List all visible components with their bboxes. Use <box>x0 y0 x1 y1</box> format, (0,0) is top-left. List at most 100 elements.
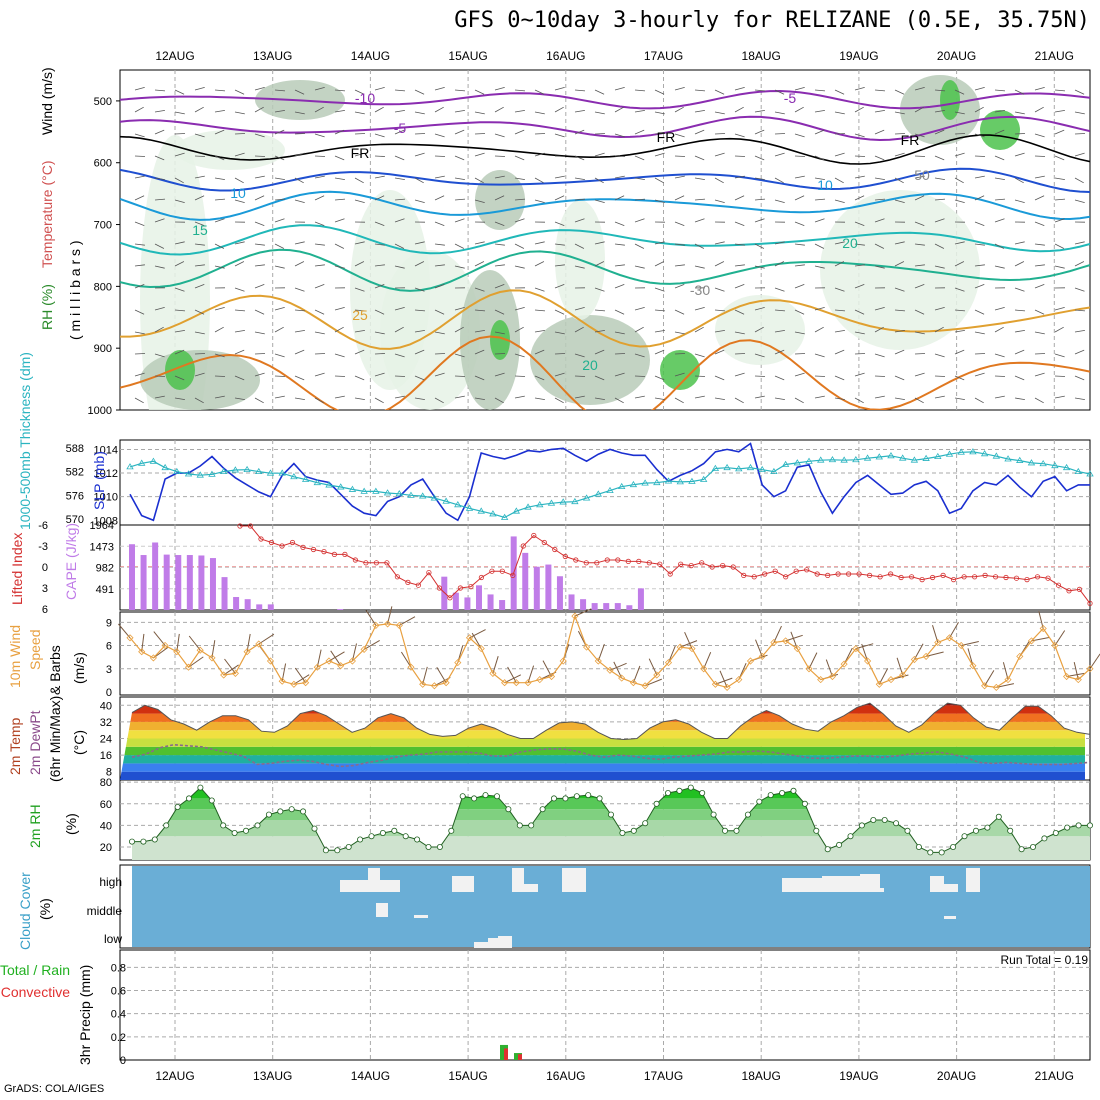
wind-barb <box>1074 261 1085 267</box>
wind-barb <box>874 129 885 135</box>
wind-barb <box>714 199 725 203</box>
rh2m-point <box>185 795 192 802</box>
lifted-index-point <box>825 572 831 579</box>
wind10m-barb <box>719 670 728 688</box>
rh2m-point <box>824 846 831 853</box>
wind-barb <box>714 133 726 135</box>
wind-barb <box>1014 375 1025 381</box>
wind-barb <box>774 241 785 245</box>
wind10m-point <box>266 657 275 665</box>
wind10m-point <box>746 657 755 665</box>
wind-barb <box>354 349 365 355</box>
rh2m-point <box>197 784 204 791</box>
rh2m-point <box>927 849 934 856</box>
wind-barb <box>354 199 365 203</box>
wind-barb <box>774 330 785 333</box>
wind-barb <box>614 397 624 404</box>
wind-barb <box>994 198 1006 201</box>
date-label-top: 12AUG <box>155 49 194 63</box>
thickness-point <box>770 467 778 475</box>
wind10m-point <box>735 676 743 684</box>
precip-tick: 0.6 <box>111 986 126 998</box>
wind10m-point <box>360 645 368 653</box>
cloud-cover-block <box>368 868 380 892</box>
rh2m-point <box>414 836 421 843</box>
wind10m-barb <box>668 645 676 663</box>
rh2m-point <box>881 817 888 824</box>
wind-barb <box>594 241 605 245</box>
wind-barb <box>274 110 285 113</box>
wind-barb <box>974 155 986 157</box>
wind-barb <box>534 330 545 333</box>
wind-barb <box>454 110 465 113</box>
wind-barb <box>934 375 946 377</box>
wind-barb <box>1034 155 1046 157</box>
wind-barb <box>834 111 845 115</box>
wind-barb <box>494 284 505 289</box>
wind-barb <box>974 243 985 246</box>
cape-bar <box>163 554 170 610</box>
wind-barb <box>954 111 965 115</box>
wind-barb <box>134 87 145 91</box>
wind-barb <box>694 353 705 358</box>
thickness-point <box>898 454 907 461</box>
wind-barb <box>1054 395 1065 399</box>
wind10m-barb <box>400 651 412 668</box>
wind10m-point <box>817 676 825 684</box>
wind10m-tick: 9 <box>106 617 112 629</box>
wind-barb <box>214 177 225 180</box>
wind-barb <box>534 152 545 157</box>
isotherm-line <box>120 335 1090 410</box>
wind-barb <box>394 395 405 399</box>
lifted-index-point <box>887 571 894 577</box>
thickness-point <box>875 453 883 460</box>
lifted-index-point <box>520 543 526 549</box>
wind-barb <box>374 397 384 404</box>
wind-barb <box>334 375 346 377</box>
lifted-index-point <box>856 571 862 577</box>
wind-barb <box>394 198 406 201</box>
wind10m-point <box>864 657 872 665</box>
credit-label: GrADS: COLA/IGES <box>4 1083 105 1095</box>
wind10m-point <box>465 634 474 642</box>
wind-barb <box>694 177 705 180</box>
wind-barb <box>574 89 586 92</box>
wind-barb <box>994 307 1005 311</box>
wind-barb <box>274 326 284 333</box>
rh-shading <box>980 110 1020 150</box>
wind-barb <box>1074 309 1086 312</box>
isotherm-label: 20 <box>582 357 598 373</box>
wind-barb <box>594 309 606 312</box>
lifted-index-point <box>552 546 558 553</box>
cape-bar <box>256 604 263 610</box>
wind-barb <box>1034 175 1045 179</box>
wind10m-barb <box>436 667 447 683</box>
wind-barb <box>834 330 845 333</box>
wind-barb <box>1034 353 1046 355</box>
wind10m-point <box>1074 676 1082 684</box>
wind-barb <box>634 155 645 161</box>
wind-barb <box>514 265 525 269</box>
lifted-index-point <box>594 560 600 566</box>
wind-barb <box>314 155 326 157</box>
wind-barb <box>1034 195 1045 201</box>
thickness-point <box>278 469 286 476</box>
wind-barb <box>434 133 445 138</box>
wind-barb <box>194 221 205 226</box>
isotherm-label: FR <box>657 129 676 145</box>
wind10m-point <box>828 672 836 681</box>
wind-barb <box>1054 307 1065 311</box>
wind-barb <box>654 89 665 95</box>
date-label-top: 13AUG <box>253 49 292 63</box>
wind-barb <box>914 87 925 91</box>
wind10m-barb <box>644 678 662 687</box>
wind10m-barb <box>967 648 974 666</box>
wind-barb <box>274 265 285 269</box>
wind10m-point <box>454 659 462 667</box>
wind-barb <box>1054 265 1065 269</box>
wind-barb <box>434 106 444 113</box>
wind-barb <box>694 89 706 92</box>
lifted-index-point <box>1076 586 1083 593</box>
thickness-point <box>161 463 169 471</box>
isotherm-label: 20 <box>842 235 858 251</box>
